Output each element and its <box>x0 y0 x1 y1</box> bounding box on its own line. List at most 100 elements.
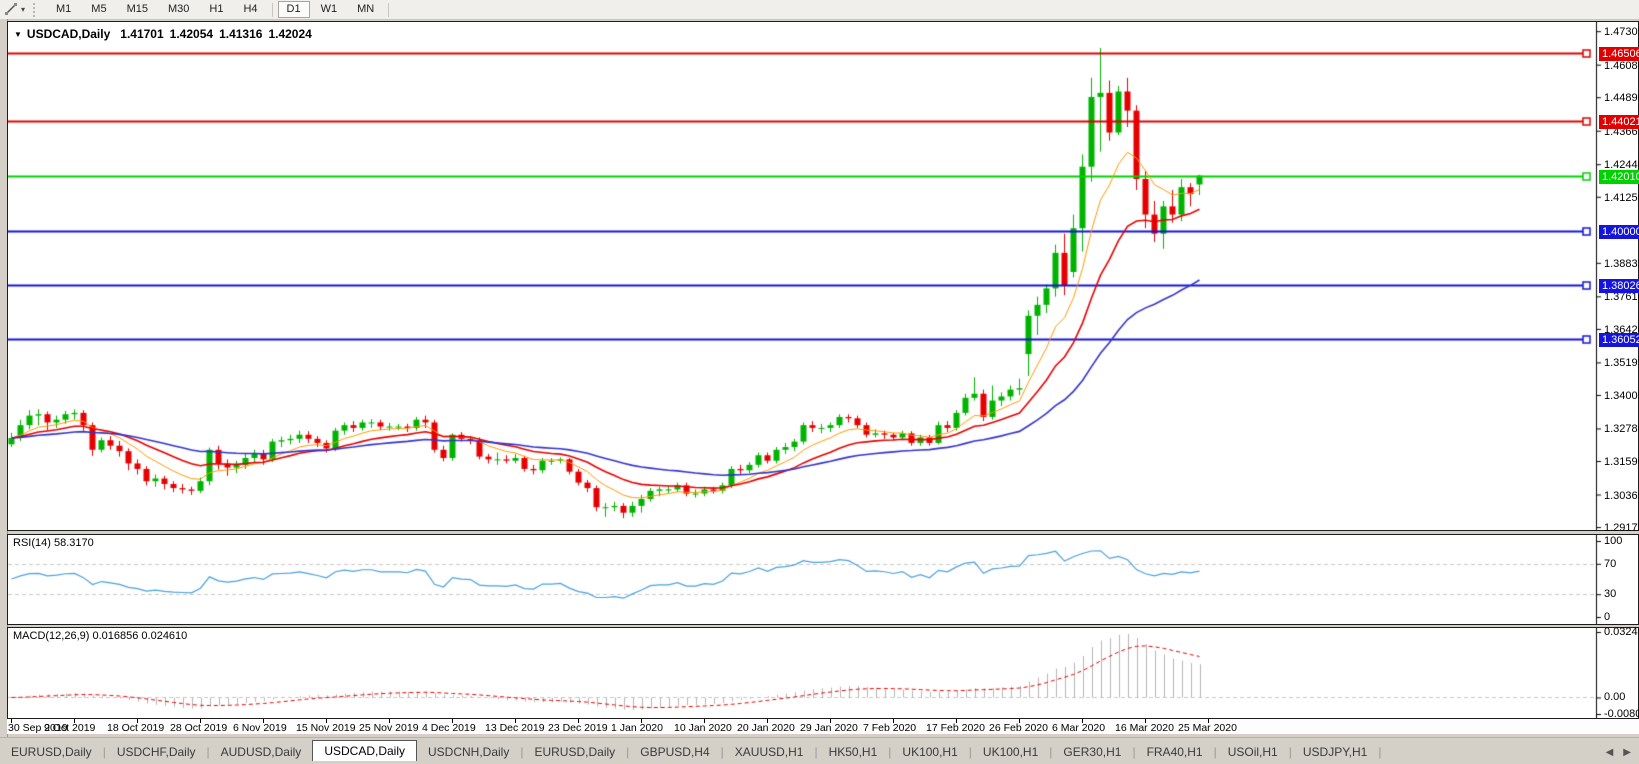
collapse-triangle-icon[interactable]: ▼ <box>14 29 22 39</box>
status-strip <box>0 761 1639 764</box>
time-axis-tick <box>326 719 327 723</box>
tab-separator: | <box>626 745 630 759</box>
tab-usoil-h1[interactable]: USOil,H1 <box>1227 745 1278 759</box>
tab-scroll-left-icon[interactable]: ◀ <box>1605 746 1614 758</box>
rsi-axis-tick: 0 <box>1604 611 1611 623</box>
tab-ger30-h1[interactable]: GER30,H1 <box>1063 745 1122 759</box>
macd-axis-tick: 0.032493 <box>1604 626 1639 638</box>
time-axis-label: 28 Oct 2019 <box>170 722 228 734</box>
level-price-badge: 1.46506 <box>1599 47 1639 62</box>
price-axis-tick: 1.34005 <box>1604 389 1639 402</box>
tab-separator: | <box>1049 745 1053 759</box>
price-axis-tick: 1.31590 <box>1604 456 1639 468</box>
price-axis-tick: 1.46080 <box>1604 59 1639 72</box>
tab-eurusd-daily-1[interactable]: EURUSD,Daily <box>11 745 92 759</box>
timeframe-button-m1[interactable]: M1 <box>56 3 72 15</box>
tab-fra40-h1[interactable]: FRA40,H1 <box>1146 745 1203 759</box>
tab-uk100-h1-1[interactable]: UK100,H1 <box>902 745 958 759</box>
toolbar-grip[interactable] <box>33 2 40 17</box>
time-axis-label: 20 Jan 2020 <box>737 722 795 734</box>
time-axis-tick <box>263 719 264 723</box>
time-axis-tick <box>767 719 768 723</box>
timeframe-toolbar: ▾ M1 M5 M15 M30 H1 H4 D1 W1 MN <box>0 0 1639 20</box>
price-axis-tick: 1.35195 <box>1604 357 1639 370</box>
tab-usdcnh-daily[interactable]: USDCNH,Daily <box>428 745 510 759</box>
price-axis-tick: 1.41250 <box>1604 191 1639 204</box>
time-axis-tick <box>452 719 453 723</box>
chart-tab-bar: EURUSD,Daily | USDCHF,Daily | AUDUSD,Daily… <box>0 737 1639 762</box>
time-axis-label: 15 Nov 2019 <box>296 722 356 734</box>
tab-separator: | <box>206 745 210 759</box>
price-axis-tick: 1.30365 <box>1604 489 1639 502</box>
time-axis-label: 10 Jan 2020 <box>674 722 732 734</box>
time-axis-label: 16 Mar 2020 <box>1115 722 1174 734</box>
chart-tool-button[interactable]: ▾ <box>0 1 29 18</box>
quote-close: 1.42024 <box>268 27 312 41</box>
tab-separator: | <box>720 745 724 759</box>
tab-gbpusd-h4[interactable]: GBPUSD,H4 <box>640 745 710 759</box>
timeframe-button-w1[interactable]: W1 <box>320 3 338 15</box>
level-price-badge: 1.36052 <box>1599 332 1639 347</box>
tab-separator: | <box>1132 745 1136 759</box>
tab-usdjpy-h1[interactable]: USDJPY,H1 <box>1302 745 1368 759</box>
tab-separator: | <box>520 745 524 759</box>
time-axis-label: 1 Jan 2020 <box>611 722 663 734</box>
quote-high: 1.42054 <box>169 27 214 41</box>
tab-usdchf-daily[interactable]: USDCHF,Daily <box>116 745 196 759</box>
time-axis-tick <box>1082 719 1083 723</box>
time-axis-tick <box>578 719 579 723</box>
quote-low: 1.41316 <box>219 27 263 41</box>
tab-uk100-h1-2[interactable]: UK100,H1 <box>982 745 1039 759</box>
time-axis-tick <box>74 719 75 723</box>
time-axis-tick <box>893 719 894 723</box>
price-axis-tick: 1.38835 <box>1604 257 1639 270</box>
chevron-down-icon: ▾ <box>21 5 26 14</box>
quote-open: 1.41701 <box>120 27 164 41</box>
tab-audusd-daily[interactable]: AUDUSD,Daily <box>220 745 302 759</box>
timeframe-button-d1[interactable]: D1 <box>277 1 310 18</box>
timeframe-button-h1[interactable]: H1 <box>209 3 224 15</box>
price-axis-tick: 1.36420 <box>1604 323 1639 336</box>
toolbar-separator <box>388 2 390 17</box>
time-axis-label: 25 Mar 2020 <box>1178 722 1237 734</box>
tab-hk50-h1[interactable]: HK50,H1 <box>828 745 878 759</box>
macd-chart-canvas[interactable] <box>8 628 1638 718</box>
time-axis-label: 9 Oct 2019 <box>44 722 96 734</box>
time-axis-tick <box>704 719 705 723</box>
timeframe-button-m30[interactable]: M30 <box>167 3 190 15</box>
time-axis-label: 26 Feb 2020 <box>989 722 1048 734</box>
timeframe-button-mn[interactable]: MN <box>357 3 375 15</box>
price-axis-tick: 1.32780 <box>1604 423 1639 436</box>
time-axis-label: 6 Nov 2019 <box>233 722 287 734</box>
tab-separator: | <box>968 745 972 759</box>
chart-title: ▼ USDCAD,Daily 1.41701 1.42054 1.41316 1… <box>14 27 318 41</box>
toolbar-separator <box>271 2 273 17</box>
macd-label: MACD(12,26,9) 0.016856 0.024610 <box>13 630 188 642</box>
time-axis-tick <box>137 719 138 723</box>
tab-xauusd-h1[interactable]: XAUUSD,H1 <box>734 745 804 759</box>
time-axis-label: 18 Oct 2019 <box>107 722 165 734</box>
price-chart-panel: ▼ USDCAD,Daily 1.41701 1.42054 1.41316 1… <box>7 21 1639 534</box>
time-axis-label: 6 Mar 2020 <box>1052 722 1106 734</box>
tab-separator: | <box>1288 745 1292 759</box>
time-axis-tick <box>641 719 642 723</box>
time-axis-tick <box>830 719 831 723</box>
price-axis-tick: 1.42440 <box>1604 159 1639 172</box>
timeframe-button-m15[interactable]: M15 <box>126 3 148 15</box>
rsi-chart-canvas[interactable] <box>8 535 1638 624</box>
timeframe-button-m5[interactable]: M5 <box>91 3 107 15</box>
tab-scroll-right-icon[interactable]: ▶ <box>1623 746 1631 758</box>
candlestick-chart-canvas[interactable] <box>8 22 1638 530</box>
time-axis[interactable]: 30 Sep 2019 9 Oct 2019 18 Oct 2019 28 Oct 2… <box>7 719 1639 734</box>
macd-axis-tick: 0.00 <box>1604 691 1626 704</box>
tab-separator: | <box>1378 745 1382 759</box>
price-axis-tick: 1.37610 <box>1604 291 1639 304</box>
timeframe-button-h4[interactable]: H4 <box>243 3 258 15</box>
price-axis-tick: 1.44890 <box>1604 92 1639 105</box>
time-axis-label: 13 Dec 2019 <box>485 722 545 734</box>
tab-eurusd-daily-2[interactable]: EURUSD,Daily <box>534 745 616 759</box>
time-axis-label: 4 Dec 2019 <box>422 722 476 734</box>
rsi-axis-tick: 70 <box>1604 557 1617 570</box>
level-price-badge: 1.44021 <box>1599 114 1639 129</box>
tab-usdcad-daily[interactable]: USDCAD,Daily <box>312 740 417 762</box>
